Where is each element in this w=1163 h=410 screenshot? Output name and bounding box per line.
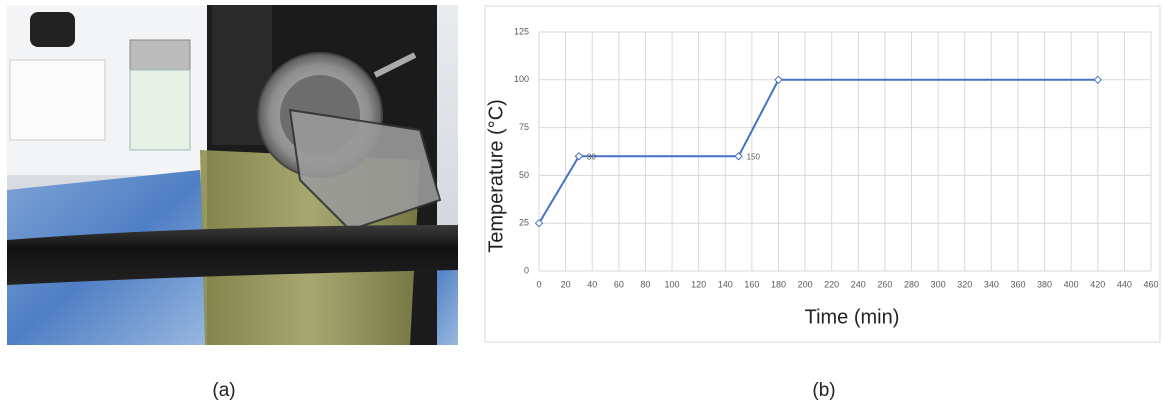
data-label: 30 bbox=[587, 152, 596, 161]
data-label: 150 bbox=[747, 152, 761, 161]
y-axis-title: Temperature (°C) bbox=[485, 99, 507, 253]
y-tick-label: 75 bbox=[519, 122, 529, 132]
x-axis-title: Time (min) bbox=[805, 306, 900, 328]
x-tick-label: 460 bbox=[1143, 279, 1158, 289]
chart-frame bbox=[485, 6, 1160, 342]
figure-canvas: (a) (b) Time (min) Temperature (°C) 0 25 5… bbox=[0, 0, 1163, 410]
cart bbox=[130, 70, 190, 150]
figure: (a) (b) Time (min) Temperature (°C) 0 25 5… bbox=[0, 0, 1163, 410]
y-tick-label: 25 bbox=[519, 218, 529, 228]
x-tick-label: 440 bbox=[1117, 279, 1132, 289]
x-tick-label: 380 bbox=[1037, 279, 1052, 289]
x-tick-label: 100 bbox=[665, 279, 680, 289]
y-tick-label: 0 bbox=[524, 265, 529, 275]
x-tick-label: 0 bbox=[536, 279, 541, 289]
x-tick-label: 140 bbox=[718, 279, 733, 289]
desk bbox=[10, 60, 105, 140]
x-tick-label: 320 bbox=[957, 279, 972, 289]
y-tick-label: 125 bbox=[514, 26, 529, 36]
y-tick-label: 100 bbox=[514, 74, 529, 84]
x-tick-label: 160 bbox=[744, 279, 759, 289]
x-tick-label: 300 bbox=[931, 279, 946, 289]
panel-label: (b) bbox=[812, 380, 835, 401]
x-tick-label: 340 bbox=[984, 279, 999, 289]
x-tick-label: 200 bbox=[798, 279, 813, 289]
x-tick-label: 260 bbox=[877, 279, 892, 289]
x-tick-label: 280 bbox=[904, 279, 919, 289]
x-tick-label: 120 bbox=[691, 279, 706, 289]
x-tick-label: 400 bbox=[1064, 279, 1079, 289]
x-tick-label: 40 bbox=[587, 279, 597, 289]
photo bbox=[7, 5, 458, 345]
x-tick-label: 80 bbox=[640, 279, 650, 289]
bag bbox=[30, 12, 75, 47]
x-tick-label: 220 bbox=[824, 279, 839, 289]
x-tick-label: 240 bbox=[851, 279, 866, 289]
x-tick-label: 180 bbox=[771, 279, 786, 289]
panel-label: (a) bbox=[212, 380, 235, 401]
y-tick-label: 50 bbox=[519, 170, 529, 180]
x-tick-label: 420 bbox=[1090, 279, 1105, 289]
x-tick-label: 20 bbox=[561, 279, 571, 289]
device bbox=[130, 40, 190, 70]
x-tick-label: 360 bbox=[1010, 279, 1025, 289]
x-tick-label: 60 bbox=[614, 279, 624, 289]
